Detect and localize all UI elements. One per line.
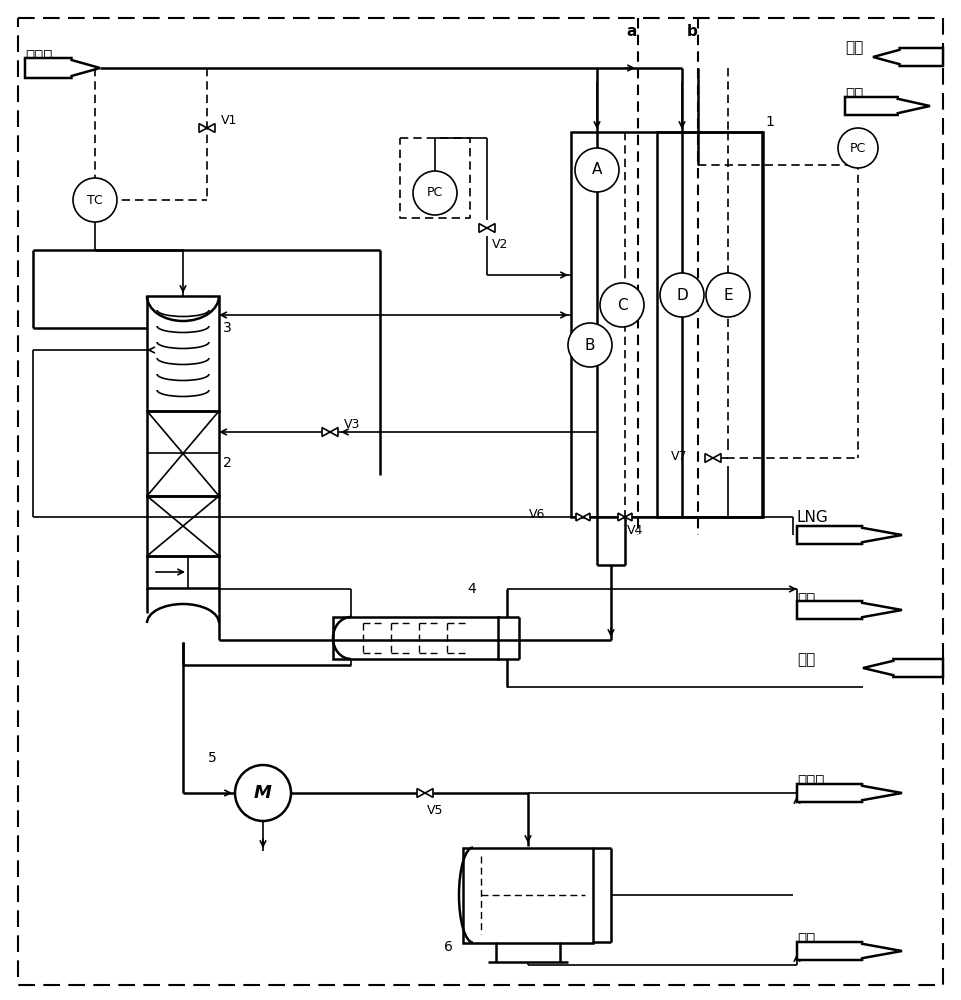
Text: a: a: [627, 24, 637, 39]
Circle shape: [838, 128, 878, 168]
Circle shape: [73, 178, 117, 222]
Polygon shape: [873, 48, 943, 66]
Polygon shape: [705, 454, 721, 462]
Circle shape: [568, 323, 612, 367]
Text: LNG: LNG: [797, 510, 828, 526]
Polygon shape: [417, 789, 433, 797]
Text: 热媒: 热媒: [797, 652, 815, 668]
Circle shape: [706, 273, 750, 317]
Text: V3: V3: [344, 418, 360, 430]
Text: 冷剂: 冷剂: [845, 88, 863, 103]
Polygon shape: [576, 513, 590, 521]
Text: 热媒: 热媒: [797, 592, 815, 607]
Bar: [571, 132, 763, 517]
Circle shape: [600, 283, 644, 327]
Text: 天然气: 天然气: [25, 49, 53, 64]
Bar: [147, 411, 219, 496]
Polygon shape: [25, 58, 100, 78]
Text: V2: V2: [492, 237, 508, 250]
Circle shape: [235, 765, 291, 821]
Text: 5: 5: [208, 751, 217, 765]
Polygon shape: [322, 428, 338, 436]
Text: TC: TC: [87, 194, 103, 207]
Text: 重烃: 重烃: [797, 932, 815, 948]
Text: PC: PC: [850, 141, 866, 154]
Polygon shape: [618, 513, 632, 521]
Polygon shape: [845, 97, 930, 115]
Text: V6: V6: [529, 508, 545, 522]
Polygon shape: [797, 526, 902, 544]
Bar: [147, 496, 219, 556]
Polygon shape: [797, 942, 902, 960]
Polygon shape: [479, 224, 495, 232]
Bar: [333, 617, 498, 659]
Text: PC: PC: [427, 186, 443, 200]
Text: C: C: [617, 298, 628, 312]
Bar: [463, 848, 593, 943]
Bar: [147, 556, 219, 588]
Text: 2: 2: [223, 456, 232, 470]
Bar: [147, 296, 219, 411]
Text: b: b: [686, 24, 698, 39]
Text: B: B: [584, 338, 595, 353]
Bar: [657, 132, 762, 517]
Text: 1: 1: [765, 115, 774, 129]
Text: 6: 6: [444, 940, 453, 954]
Polygon shape: [797, 601, 902, 619]
Circle shape: [660, 273, 704, 317]
Polygon shape: [863, 659, 943, 677]
Circle shape: [575, 148, 619, 192]
Circle shape: [413, 171, 457, 215]
Text: V1: V1: [221, 113, 237, 126]
Polygon shape: [797, 784, 902, 802]
Text: E: E: [724, 288, 733, 302]
Text: 4: 4: [467, 582, 476, 596]
Text: 燃料气: 燃料气: [797, 774, 825, 790]
Text: V5: V5: [427, 804, 443, 818]
Text: V7: V7: [671, 450, 687, 462]
Text: A: A: [592, 162, 603, 178]
Text: M: M: [254, 784, 272, 802]
Text: 3: 3: [223, 321, 232, 335]
Text: D: D: [677, 288, 688, 302]
Text: V4: V4: [627, 524, 643, 538]
Polygon shape: [199, 124, 215, 132]
Text: 冷剂: 冷剂: [845, 40, 863, 55]
